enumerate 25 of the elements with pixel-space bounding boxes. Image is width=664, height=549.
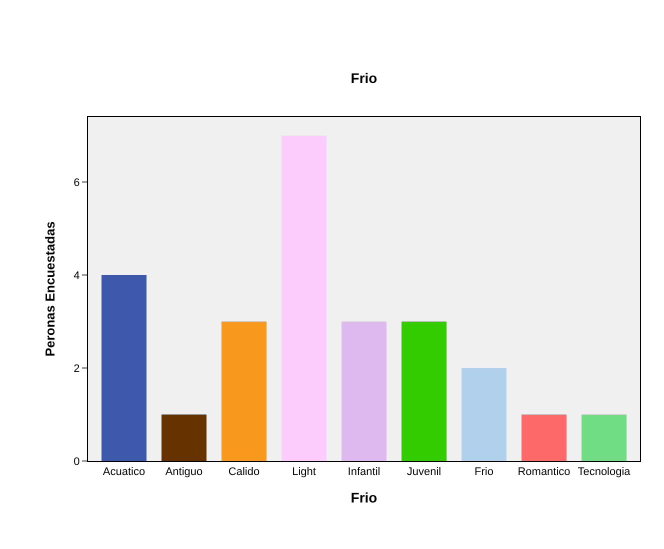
x-tick-label: Calido bbox=[228, 466, 260, 478]
bar bbox=[222, 322, 266, 461]
y-tick-label: 4 bbox=[74, 270, 80, 282]
y-tick-label: 0 bbox=[74, 456, 80, 468]
x-axis-title: Frio bbox=[350, 490, 378, 506]
x-tick-label: Acuatico bbox=[102, 466, 146, 478]
bar bbox=[102, 275, 146, 461]
bar bbox=[342, 322, 386, 461]
y-tick-label: 2 bbox=[74, 362, 80, 375]
x-tick-label: Frio bbox=[474, 466, 494, 478]
y-axis-title: Peronas Encuestadas bbox=[42, 221, 58, 357]
chart-title: Frio bbox=[350, 70, 378, 86]
x-tick-label: Antiguo bbox=[165, 466, 203, 478]
bar bbox=[162, 414, 206, 461]
y-tick-label: 6 bbox=[74, 176, 80, 189]
x-tick-label: Tecnologia bbox=[578, 466, 632, 478]
x-tick-label: Light bbox=[292, 466, 316, 478]
x-tick-label: Romantico bbox=[518, 466, 570, 478]
x-tick-label: Juvenil bbox=[406, 466, 442, 478]
x-tick-label: Infantil bbox=[348, 466, 380, 478]
bar bbox=[462, 368, 506, 461]
bar bbox=[522, 414, 566, 461]
bar bbox=[582, 414, 626, 461]
bar bbox=[402, 322, 446, 461]
bar bbox=[282, 136, 326, 461]
